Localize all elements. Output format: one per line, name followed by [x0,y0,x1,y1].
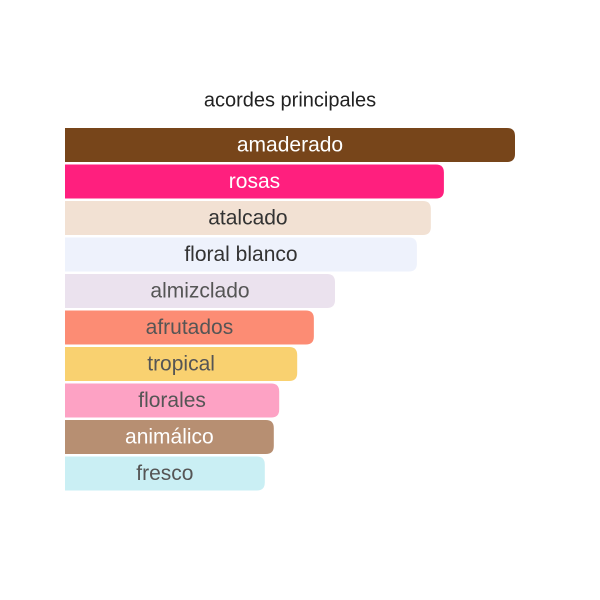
bar-label: rosas [229,170,280,193]
bar [65,310,314,345]
bar [65,164,444,199]
bar [65,420,274,454]
bar [65,128,515,162]
bar-label: almizclado [150,280,249,303]
bar [65,456,265,491]
bar [65,347,298,381]
bar [65,201,431,235]
bar-label: floral blanco [184,243,297,266]
chart-title: acordes principales [204,89,376,111]
bar-label: amaderado [237,134,343,157]
bar-label: afrutados [146,316,234,339]
bar-label: fresco [136,462,193,485]
bar [65,274,335,308]
bar-label: atalcado [208,207,287,230]
bar-label: animálico [125,426,214,449]
bar [65,237,417,272]
bar [65,383,280,418]
bar-label: florales [138,389,206,412]
bar-label: tropical [147,353,215,376]
